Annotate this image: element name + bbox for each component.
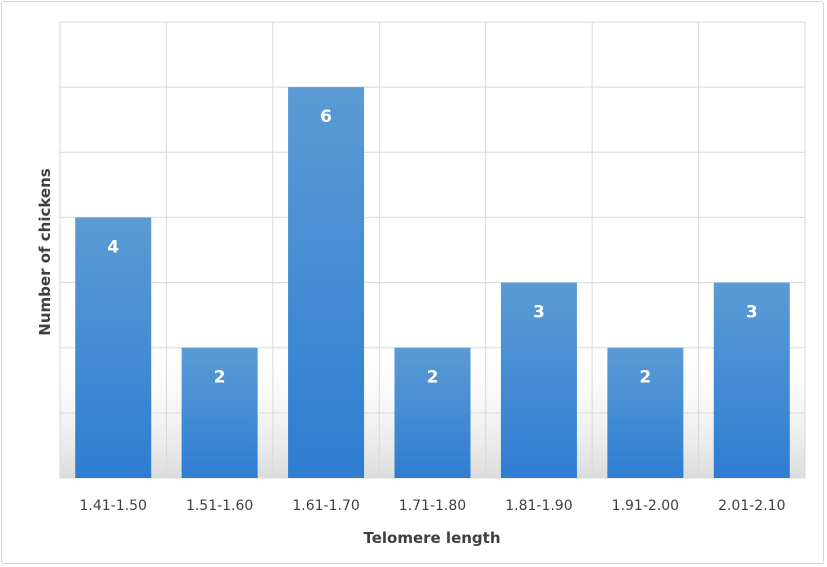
x-tick-label: 1.81-1.90 xyxy=(505,498,572,514)
x-tick-label: 1.51-1.60 xyxy=(186,498,253,514)
bar-1.91-2.00 xyxy=(607,347,684,478)
bar-1.81-1.90 xyxy=(500,282,577,478)
bar-value-label: 2 xyxy=(639,368,651,388)
bar-1.51-1.60 xyxy=(181,347,258,478)
bar-value-label: 3 xyxy=(533,303,545,323)
bar-1.41-1.50 xyxy=(75,217,152,478)
bar-value-label: 2 xyxy=(427,368,439,388)
x-tick-label: 1.91-2.00 xyxy=(612,498,679,514)
bar-1.61-1.70 xyxy=(288,87,365,479)
x-tick-label: 1.61-1.70 xyxy=(292,498,359,514)
bar-value-label: 4 xyxy=(107,237,119,257)
bar-value-label: 3 xyxy=(746,303,758,323)
x-tick-labels: 1.41-1.50 1.51-1.60 1.61-1.70 1.71-1.80 1.81… xyxy=(80,498,786,514)
bar-value-label: 6 xyxy=(320,107,332,127)
bar-1.71-1.80 xyxy=(394,347,471,478)
y-axis-title: Number of chickens xyxy=(36,168,54,335)
x-axis-title: Telomere length xyxy=(363,529,500,547)
x-tick-label: 1.41-1.50 xyxy=(80,498,147,514)
x-tick-label: 2.01-2.10 xyxy=(718,498,785,514)
bar-2.01-2.10 xyxy=(713,282,790,478)
bar-value-label: 2 xyxy=(214,368,226,388)
x-tick-label: 1.71-1.80 xyxy=(399,498,466,514)
bars: 4 2 6 2 3 2 3 xyxy=(75,87,790,479)
